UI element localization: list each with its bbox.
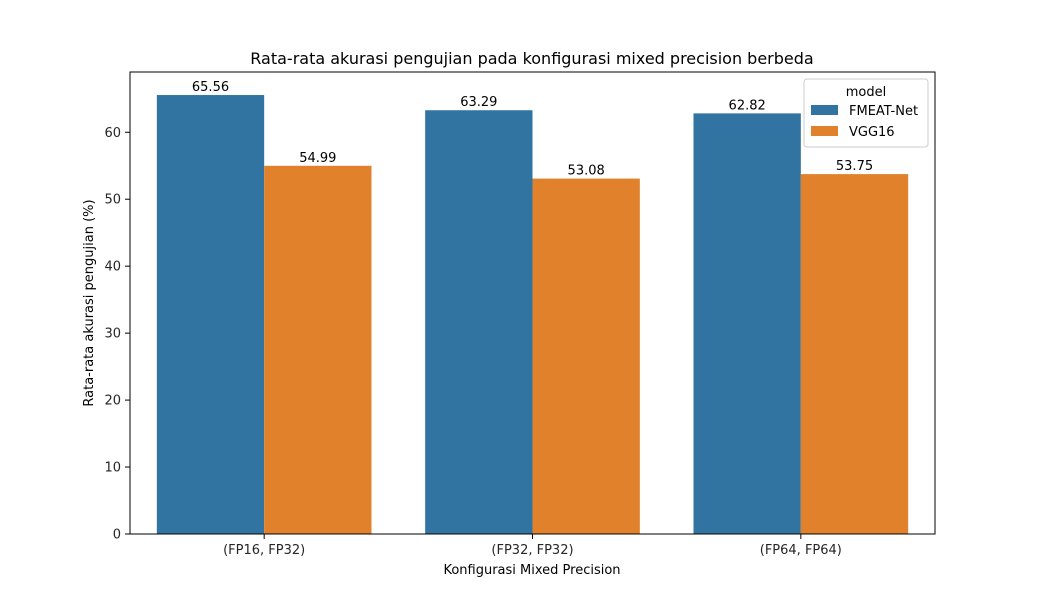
bar-fmeat-net-1 <box>425 110 533 534</box>
y-tick-label: 40 <box>104 260 121 275</box>
y-tick-label: 0 <box>113 528 121 543</box>
bar-fmeat-net-0 <box>156 95 265 534</box>
y-tick-label: 20 <box>104 394 121 409</box>
x-axis-label: Konfigurasi Mixed Precision <box>443 563 620 578</box>
x-tick-label: (FP32, FP32) <box>491 543 573 558</box>
y-tick-label: 50 <box>104 193 121 208</box>
bar-vgg16-0 <box>264 165 372 534</box>
x-axis: (FP16, FP32) (FP32, FP32) (FP64, FP64) <box>223 534 842 558</box>
data-label: 53.75 <box>836 159 873 174</box>
bar-vgg16-2 <box>800 174 909 534</box>
legend-entry: VGG16 <box>849 125 895 140</box>
bar-fmeat-net-2 <box>693 113 801 535</box>
data-label: 54.99 <box>299 151 336 166</box>
legend-swatch <box>811 105 838 115</box>
x-tick-label: (FP64, FP64) <box>760 543 842 558</box>
plot-frame <box>129 71 936 535</box>
y-tick-label: 60 <box>104 126 121 141</box>
data-label: 65.56 <box>192 80 229 95</box>
legend-entry: FMEAT-Net <box>849 104 918 119</box>
y-axis: 0 10 20 30 40 50 60 <box>104 126 130 543</box>
data-label: 62.82 <box>729 98 766 113</box>
data-label: 63.29 <box>460 95 497 110</box>
y-axis-label: Rata-rata akurasi pengujian (%) <box>82 199 97 406</box>
bar-vgg16-1 <box>532 178 640 534</box>
legend-swatch <box>811 126 838 136</box>
y-tick-label: 30 <box>104 327 121 342</box>
legend-title: model <box>846 85 886 100</box>
y-tick-label: 10 <box>104 461 121 476</box>
data-label: 53.08 <box>568 164 605 179</box>
x-tick-label: (FP16, FP32) <box>223 543 305 558</box>
bars-group: 65.56 63.29 62.82 54.99 53.08 53.75 <box>156 80 909 535</box>
chart-title: Rata-rata akurasi pengujian pada konfigu… <box>250 49 813 68</box>
legend: model FMEAT-Net VGG16 <box>803 78 929 148</box>
